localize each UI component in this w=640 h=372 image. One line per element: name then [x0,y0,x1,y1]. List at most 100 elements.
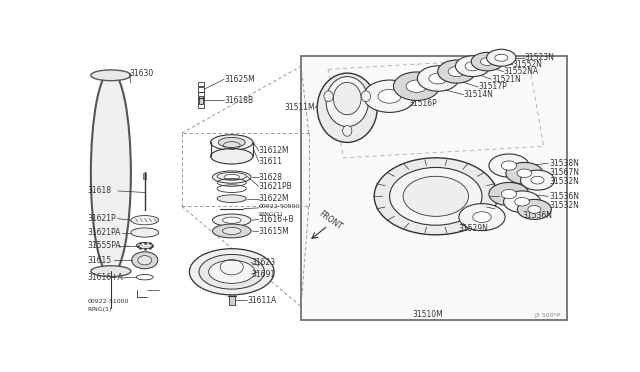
Text: 31514N: 31514N [463,90,493,99]
Ellipse shape [459,203,505,231]
Text: FRONT: FRONT [317,209,344,231]
Ellipse shape [403,176,468,217]
Ellipse shape [517,169,532,177]
Ellipse shape [517,199,551,219]
Text: RING(1): RING(1) [88,307,112,312]
Ellipse shape [362,91,371,102]
Ellipse shape [465,62,481,71]
Text: 31538N: 31538N [550,159,580,168]
Ellipse shape [520,170,554,190]
Text: 31622M: 31622M [259,194,289,203]
Text: J3 500*P: J3 500*P [534,313,561,318]
Ellipse shape [501,161,516,170]
Bar [198,92,204,97]
Ellipse shape [448,67,465,77]
Ellipse shape [212,171,251,183]
Ellipse shape [131,216,159,225]
Ellipse shape [528,206,541,213]
Bar [301,56,566,320]
Text: 31552NA: 31552NA [504,67,539,76]
Ellipse shape [495,54,508,61]
Ellipse shape [515,198,529,206]
Ellipse shape [136,275,153,280]
Ellipse shape [91,71,131,275]
Text: 31529N: 31529N [459,224,489,233]
Ellipse shape [91,70,131,81]
Ellipse shape [406,80,427,92]
Ellipse shape [199,254,264,289]
Text: 00922-50500: 00922-50500 [259,204,300,209]
Text: 31511M: 31511M [284,103,315,112]
Ellipse shape [364,80,416,112]
Text: 31691: 31691 [251,270,275,279]
Ellipse shape [333,82,361,115]
Ellipse shape [390,167,482,225]
Text: 31625M: 31625M [224,75,255,84]
Ellipse shape [138,256,152,265]
Text: 31510M: 31510M [413,310,444,319]
Ellipse shape [223,217,241,223]
Text: 31615: 31615 [88,256,112,265]
Ellipse shape [212,214,251,226]
Ellipse shape [471,52,504,71]
Text: RING(1): RING(1) [259,212,283,217]
Ellipse shape [489,154,529,177]
Text: 31618B: 31618B [224,96,253,105]
Text: 31611: 31611 [259,157,283,166]
Ellipse shape [209,260,255,283]
Ellipse shape [438,60,476,83]
Ellipse shape [326,77,369,126]
Bar [198,87,204,92]
Text: 31612M: 31612M [259,147,289,155]
Text: 31621PB: 31621PB [259,182,292,191]
Text: 31615M: 31615M [259,227,289,236]
Bar [143,173,147,179]
Bar [198,81,204,86]
Text: 31555PA: 31555PA [88,241,122,250]
Text: 31621P: 31621P [88,214,116,223]
Ellipse shape [223,228,241,234]
Ellipse shape [91,266,131,276]
Text: 31618: 31618 [88,186,112,195]
Ellipse shape [217,195,246,202]
Ellipse shape [417,66,459,91]
Ellipse shape [456,56,490,77]
Ellipse shape [211,135,253,150]
Text: 31552N: 31552N [513,60,543,69]
Ellipse shape [132,252,158,269]
Ellipse shape [324,91,333,102]
Text: 31628: 31628 [259,173,283,182]
Text: 31521N: 31521N [492,75,521,84]
Ellipse shape [342,125,352,136]
Ellipse shape [224,174,239,180]
Ellipse shape [531,176,544,184]
Text: 31532N: 31532N [550,201,580,210]
Text: 31536N: 31536N [522,211,552,220]
Ellipse shape [486,49,516,66]
Text: 31621PA: 31621PA [88,228,121,237]
Ellipse shape [189,249,274,295]
Ellipse shape [473,212,492,222]
Text: 31611A: 31611A [247,296,276,305]
Ellipse shape [211,148,253,164]
Ellipse shape [378,89,401,103]
Text: 31516P: 31516P [409,99,438,108]
Ellipse shape [429,73,447,84]
Ellipse shape [481,58,494,65]
Text: 00922-51000: 00922-51000 [88,299,129,304]
Text: 31567N: 31567N [550,168,580,177]
Bar [198,103,204,108]
Text: 31623: 31623 [251,258,275,267]
Ellipse shape [317,73,378,142]
Text: 31616+B: 31616+B [259,215,294,224]
Text: 31523N: 31523N [524,53,554,62]
Text: 31616+A: 31616+A [88,273,124,282]
Text: 31630: 31630 [129,70,154,78]
Ellipse shape [136,243,153,249]
Ellipse shape [374,158,497,235]
Ellipse shape [394,72,440,100]
Bar [198,96,204,104]
Text: 31532N: 31532N [550,177,580,186]
Text: 31517P: 31517P [478,83,507,92]
Ellipse shape [501,189,516,199]
